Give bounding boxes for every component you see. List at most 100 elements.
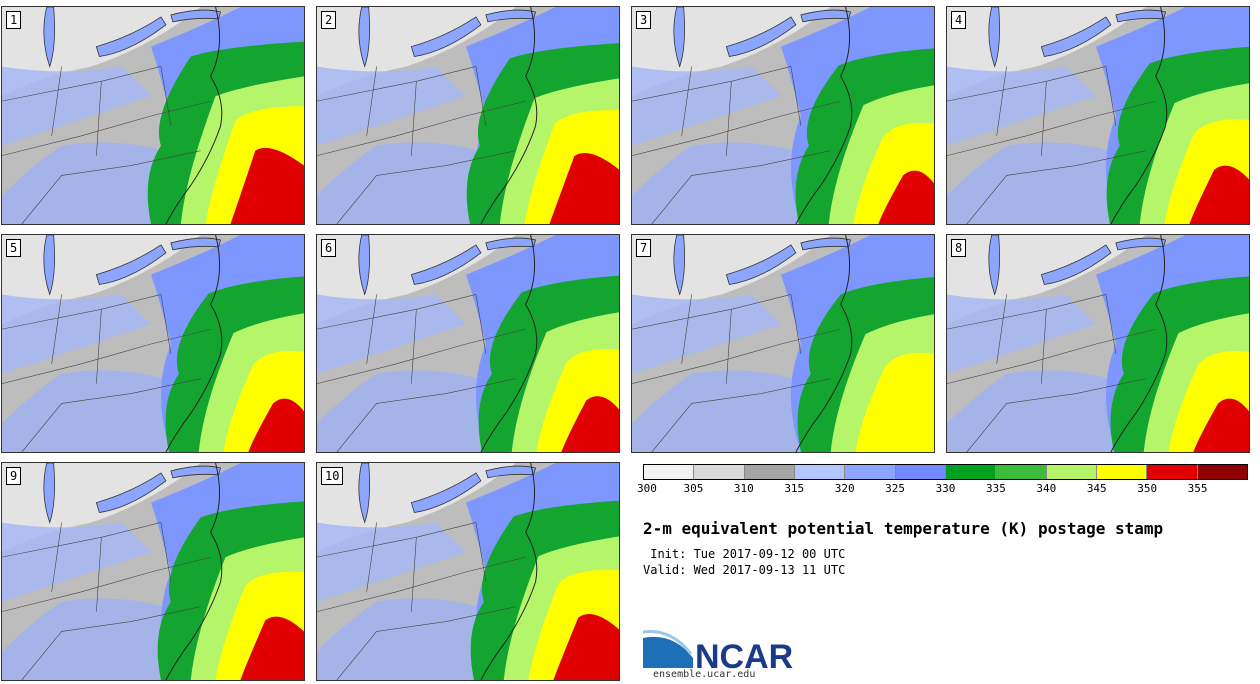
lake-ontario xyxy=(1115,9,1167,23)
lake-michigan xyxy=(43,7,55,68)
ensemble-panel: 5 xyxy=(1,234,305,453)
lake-erie xyxy=(1040,16,1112,57)
colorbar xyxy=(643,464,1248,480)
blue-region xyxy=(632,294,782,374)
state-borders xyxy=(2,294,211,452)
lake-erie xyxy=(1040,244,1112,285)
coastline xyxy=(795,235,853,452)
lake-erie xyxy=(410,244,482,285)
colorbar-tick-label: 300 xyxy=(637,482,657,495)
colorbar-tick-label: 320 xyxy=(834,482,855,495)
member-label: 2 xyxy=(321,11,337,29)
lake-michigan xyxy=(988,7,1000,68)
ensemble-panel: 3 xyxy=(631,6,935,225)
coastline xyxy=(165,235,223,452)
lake-erie xyxy=(410,16,482,57)
colorbar-segment xyxy=(1046,465,1097,479)
ncar-logo: NCAR xyxy=(643,629,793,672)
state-borders xyxy=(317,294,526,452)
blue-region xyxy=(632,66,782,146)
colorbar-segment xyxy=(1197,465,1247,479)
state-borders xyxy=(632,66,841,224)
yellow-region xyxy=(855,352,934,452)
colorbar-tick-label: 305 xyxy=(683,482,704,495)
colorbar-tick-label: 335 xyxy=(985,482,1006,495)
colorbar-tick-label: 330 xyxy=(935,482,956,495)
blue-region xyxy=(947,142,1146,224)
colorbar-segment xyxy=(794,465,846,479)
coastline xyxy=(795,7,853,224)
lake-erie xyxy=(95,16,167,57)
colorbar-tick-label: 315 xyxy=(784,482,805,495)
coastline xyxy=(165,463,223,680)
blue-region xyxy=(632,142,831,224)
coastline xyxy=(1110,235,1168,452)
blue-region xyxy=(317,370,516,452)
blue-region xyxy=(947,66,1097,146)
lake-ontario xyxy=(800,237,852,251)
member-label: 6 xyxy=(321,239,337,257)
lake-ontario xyxy=(170,465,222,479)
blue-region xyxy=(2,66,152,146)
colorbar-segment xyxy=(694,465,745,479)
lake-erie xyxy=(725,244,797,285)
lake-michigan xyxy=(43,463,55,524)
member-label: 9 xyxy=(6,467,22,485)
panel-map xyxy=(632,235,934,452)
lake-ontario xyxy=(1115,237,1167,251)
lake-ontario xyxy=(485,465,537,479)
member-label: 7 xyxy=(636,239,652,257)
coastline xyxy=(480,235,538,452)
panel-map xyxy=(317,463,619,680)
member-label: 3 xyxy=(636,11,652,29)
ensemble-panel: 4 xyxy=(946,6,1250,225)
colorbar-segment xyxy=(895,465,946,479)
website-url: ensemble.ucar.edu xyxy=(653,669,756,680)
lake-michigan xyxy=(358,235,370,296)
colorbar-tick-label: 355 xyxy=(1187,482,1208,495)
panel-map xyxy=(2,7,304,224)
blue-region xyxy=(317,522,467,602)
figure-title: 2-m equivalent potential temperature (K)… xyxy=(643,519,1164,538)
coastline xyxy=(165,7,223,224)
ensemble-panel: 10 xyxy=(316,462,620,681)
lake-ontario xyxy=(800,9,852,23)
lake-michigan xyxy=(673,235,685,296)
blue-region xyxy=(947,294,1097,374)
lake-michigan xyxy=(43,235,55,296)
colorbar-segment xyxy=(744,465,795,479)
colorbar-segment xyxy=(1096,465,1148,479)
ensemble-panel: 1 xyxy=(1,6,305,225)
lake-erie xyxy=(95,244,167,285)
ensemble-panel: 6 xyxy=(316,234,620,453)
colorbar-segment xyxy=(945,465,997,479)
red-region xyxy=(878,170,934,224)
blue-region xyxy=(2,370,201,452)
lake-michigan xyxy=(358,463,370,524)
lake-michigan xyxy=(673,7,685,68)
blue-region xyxy=(2,294,152,374)
blue-region xyxy=(317,294,467,374)
red-region xyxy=(248,398,304,452)
panel-map xyxy=(317,7,619,224)
lake-erie xyxy=(95,472,167,513)
colorbar-tick-label: 340 xyxy=(1036,482,1057,495)
lake-ontario xyxy=(170,237,222,251)
colorbar-tick-label: 325 xyxy=(885,482,906,495)
logo-swoosh-highlight xyxy=(643,629,693,655)
panel-map xyxy=(2,235,304,452)
lake-michigan xyxy=(358,7,370,68)
colorbar-tick-label: 310 xyxy=(733,482,754,495)
colorbar-segment xyxy=(644,465,695,479)
member-label: 1 xyxy=(6,11,22,29)
panel-map xyxy=(947,7,1249,224)
panel-map xyxy=(2,463,304,680)
blue-region xyxy=(317,142,516,224)
red-region xyxy=(553,614,619,680)
colorbar-segment xyxy=(1147,465,1198,479)
state-borders xyxy=(947,66,1156,224)
blue-region xyxy=(632,370,831,452)
lake-erie xyxy=(725,16,797,57)
red-region xyxy=(240,616,304,680)
blue-region xyxy=(317,66,467,146)
